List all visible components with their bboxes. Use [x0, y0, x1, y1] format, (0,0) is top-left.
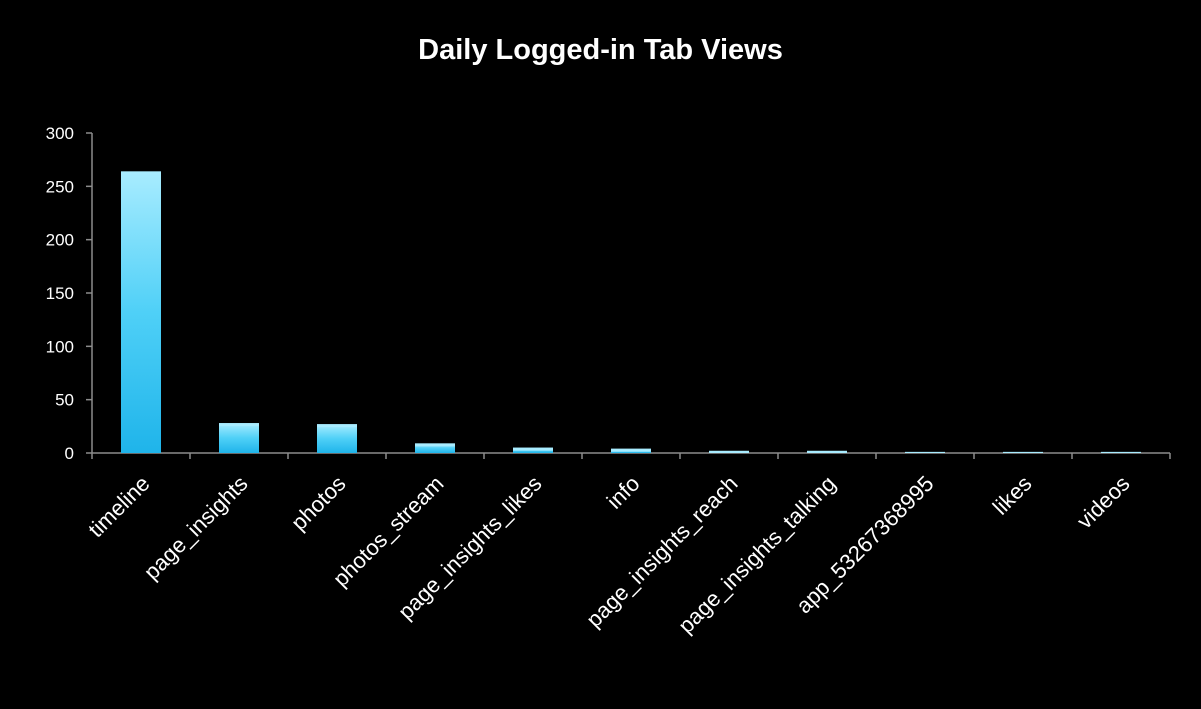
x-category-label: photos — [286, 471, 350, 535]
y-tick-label: 50 — [55, 391, 74, 410]
bar-top-edge — [1003, 451, 1043, 453]
bar-top-edge — [807, 450, 847, 453]
y-tick-label: 200 — [46, 231, 74, 250]
chart-title: Daily Logged-in Tab Views — [418, 34, 783, 66]
x-category-label: info — [602, 471, 645, 514]
bar-top-edge — [219, 423, 259, 427]
y-tick-label: 250 — [46, 177, 74, 196]
y-tick-label: 150 — [46, 284, 74, 303]
bar-top-edge — [121, 171, 161, 175]
bar-timeline — [121, 171, 161, 453]
x-category-label: page_insights — [139, 471, 253, 585]
y-tick-label: 300 — [46, 124, 74, 143]
bar-photos — [317, 424, 357, 453]
bar-top-edge — [415, 443, 455, 447]
bar-top-edge — [1101, 451, 1141, 453]
x-category-label: timeline — [83, 471, 154, 542]
bar-top-edge — [611, 448, 651, 452]
bar-top-edge — [513, 447, 553, 451]
x-category-label: videos — [1072, 471, 1135, 534]
x-category-label: likes — [988, 471, 1037, 520]
bars-layer — [121, 171, 1141, 453]
x-category-label: page_insights_talking — [673, 471, 840, 638]
bar-top-edge — [905, 451, 945, 453]
bar-top-edge — [317, 424, 357, 428]
y-tick-label: 100 — [46, 337, 74, 356]
bar-top-edge — [709, 450, 749, 453]
bar-photos_stream — [415, 443, 455, 453]
axes-layer — [86, 132, 1171, 459]
bar-page_insights — [219, 423, 259, 453]
y-tick-label: 0 — [65, 444, 74, 463]
